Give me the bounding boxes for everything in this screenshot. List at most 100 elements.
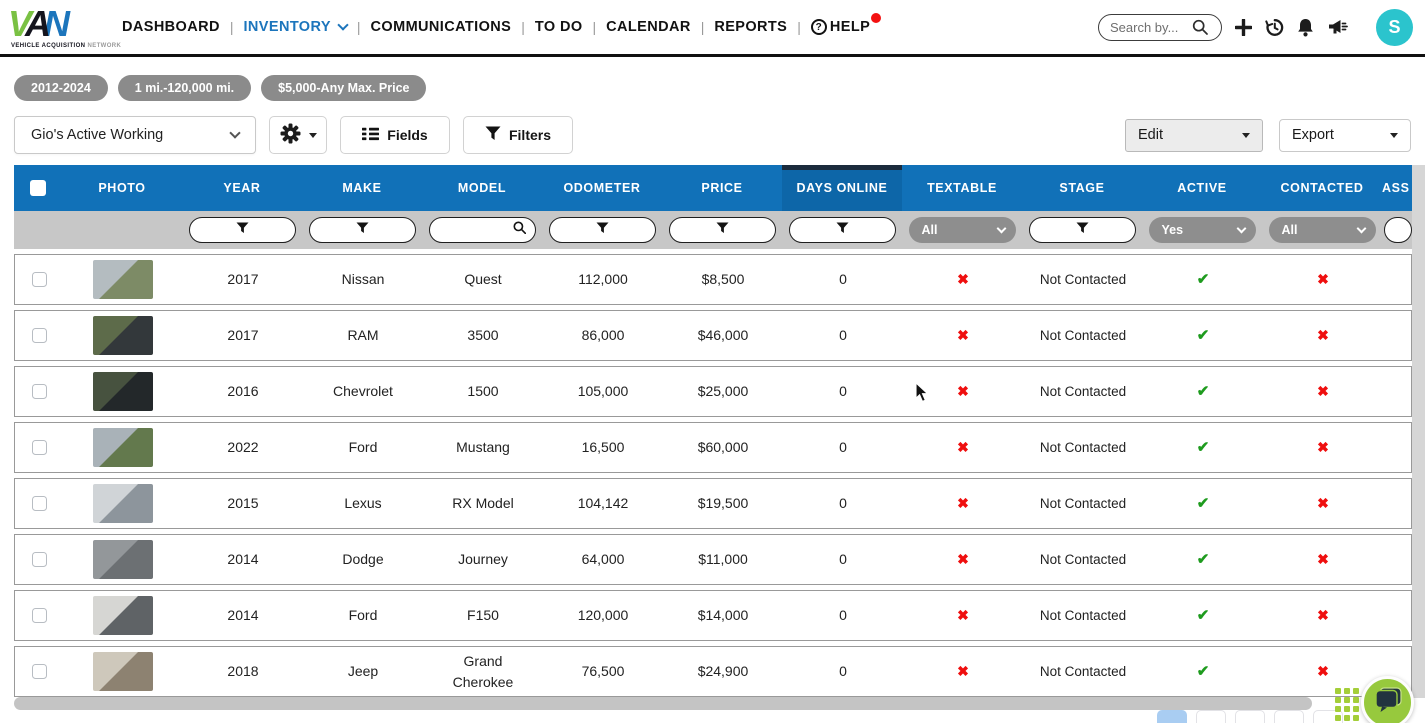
vehicle-photo[interactable] [93, 596, 153, 635]
notifications-bell-icon[interactable] [1297, 18, 1314, 37]
nav-separator: | [700, 19, 705, 35]
filter-select-textable[interactable]: All [908, 217, 1016, 243]
filter-chip-0[interactable]: 2012-2024 [14, 75, 108, 101]
column-header-make[interactable]: MAKE [302, 165, 422, 211]
filter-select-active[interactable]: Yes [1148, 217, 1256, 243]
column-header-active[interactable]: ACTIVE [1142, 165, 1262, 211]
column-header-days_online[interactable]: DAYS ONLINE [782, 165, 902, 211]
history-icon[interactable] [1265, 18, 1284, 37]
nav-item-calendar[interactable]: CALENDAR [606, 19, 691, 35]
table-row[interactable]: 2014 Ford F150 120,000 $14,000 0 ✖ Not Contacte… [14, 590, 1412, 641]
filter-funnel-stage[interactable] [1028, 217, 1136, 243]
search-icon[interactable] [1192, 19, 1208, 35]
user-avatar[interactable]: S [1376, 8, 1413, 46]
cell-assigned [1383, 311, 1413, 360]
nav-item-dashboard[interactable]: DASHBOARD [122, 19, 220, 35]
table-row[interactable]: 2016 Chevrolet 1500 105,000 $25,000 0 ✖ Not Con… [14, 366, 1412, 417]
nav-item-inventory[interactable]: INVENTORY [244, 19, 349, 35]
vehicle-photo[interactable] [93, 540, 153, 579]
export-dropdown[interactable]: Export [1279, 118, 1411, 152]
page-button-3[interactable] [1235, 710, 1265, 723]
filter-search-model[interactable] [428, 217, 536, 243]
nav-item-reports[interactable]: REPORTS [714, 19, 787, 35]
vertical-scrollbar-track[interactable] [1412, 165, 1425, 698]
column-header-select[interactable] [14, 165, 62, 211]
cell-value-odometer: 64,000 [581, 551, 625, 568]
cell-days_online: 0 [783, 535, 903, 584]
filter-funnel-odometer[interactable] [548, 217, 656, 243]
vehicle-photo[interactable] [93, 484, 153, 523]
nav-item-help[interactable]: ? HELP [810, 13, 882, 35]
global-search[interactable] [1098, 13, 1222, 41]
column-header-contacted[interactable]: CONTACTED [1262, 165, 1382, 211]
green-dot [1335, 706, 1341, 712]
cell-value-year: 2015 [227, 495, 259, 512]
row-checkbox[interactable] [31, 664, 47, 679]
column-header-year[interactable]: YEAR [182, 165, 302, 211]
filters-button[interactable]: Filters [463, 116, 573, 154]
table-row[interactable]: 2018 Jeep Grand Cherokee 76,500 $24,900 0 ✖ Not… [14, 646, 1412, 697]
filter-funnel-price[interactable] [668, 217, 776, 243]
vehicle-photo[interactable] [93, 428, 153, 467]
row-checkbox[interactable] [31, 496, 47, 511]
row-checkbox[interactable] [31, 272, 47, 287]
row-checkbox[interactable] [31, 552, 47, 567]
cell-make: Ford [303, 423, 423, 472]
column-header-odometer[interactable]: ODOMETER [542, 165, 662, 211]
filter-chip-2[interactable]: $5,000-Any Max. Price [261, 75, 427, 101]
nav-item-todo[interactable]: TO DO [535, 19, 583, 35]
cell-textable: ✖ [903, 423, 1023, 472]
saved-view-select[interactable]: Gio's Active Working [14, 116, 256, 154]
nav-item-label: HELP [829, 19, 871, 35]
vehicle-photo[interactable] [93, 372, 153, 411]
cell-value-days_online: 0 [839, 551, 847, 568]
x-icon: ✖ [1317, 327, 1329, 344]
nav-separator: | [356, 19, 361, 35]
row-checkbox[interactable] [31, 608, 47, 623]
van-logo[interactable]: V A N VEHICLE ACQUISITION NETWORK [8, 5, 121, 49]
page-button-1[interactable] [1157, 710, 1187, 723]
select-all-checkbox[interactable] [30, 180, 46, 196]
filter-funnel-year[interactable] [188, 217, 296, 243]
vehicle-photo[interactable] [93, 652, 153, 691]
row-checkbox[interactable] [31, 384, 47, 399]
filter-select-contacted[interactable]: All [1268, 217, 1376, 243]
nav-menu: DASHBOARD | INVENTORY | COMMUNICATIONS | TO DO… [122, 13, 882, 35]
announcements-megaphone-icon[interactable] [1327, 18, 1349, 36]
cell-odometer: 104,142 [543, 479, 663, 528]
cell-days_online: 0 [783, 479, 903, 528]
cell-year: 2022 [183, 423, 303, 472]
filter-funnel-days_online[interactable] [788, 217, 896, 243]
filter-funnel-assigned[interactable] [1384, 217, 1412, 243]
vehicle-photo[interactable] [93, 260, 153, 299]
table-row[interactable]: 2014 Dodge Journey 64,000 $11,000 0 ✖ Not Conta… [14, 534, 1412, 585]
nav-item-communications[interactable]: COMMUNICATIONS [371, 19, 512, 35]
chat-widget-button[interactable] [1361, 676, 1414, 723]
column-header-textable[interactable]: TEXTABLE [902, 165, 1022, 211]
table-row[interactable]: 2017 Nissan Quest 112,000 $8,500 0 ✖ Not Contac… [14, 254, 1412, 305]
cell-value-make: Ford [348, 607, 378, 624]
drag-handle-dots[interactable] [1335, 688, 1359, 723]
fields-button[interactable]: Fields [340, 116, 450, 154]
settings-gear-button[interactable] [269, 116, 327, 154]
filter-funnel-make[interactable] [308, 217, 416, 243]
edit-dropdown[interactable]: Edit [1125, 118, 1263, 152]
column-header-photo[interactable]: PHOTO [62, 165, 182, 211]
row-checkbox[interactable] [31, 440, 47, 455]
table-row[interactable]: 2022 Ford Mustang 16,500 $60,000 0 ✖ Not Contac… [14, 422, 1412, 473]
page-button-4[interactable] [1274, 710, 1304, 723]
column-header-assigned[interactable]: ASS [1382, 165, 1412, 211]
table-row[interactable]: 2017 RAM 3500 86,000 $46,000 0 ✖ Not Contacted ✔… [14, 310, 1412, 361]
filter-chip-1[interactable]: 1 mi.-120,000 mi. [117, 75, 252, 101]
table-row[interactable]: 2015 Lexus RX Model 104,142 $19,500 0 ✖ Not Con… [14, 478, 1412, 529]
search-input[interactable] [1110, 19, 1188, 35]
vehicle-photo[interactable] [93, 316, 153, 355]
column-header-stage[interactable]: STAGE [1022, 165, 1142, 211]
x-icon: ✖ [1317, 551, 1329, 568]
row-checkbox[interactable] [31, 328, 47, 343]
column-header-price[interactable]: PRICE [662, 165, 782, 211]
page-button-2[interactable] [1196, 710, 1226, 723]
add-icon[interactable] [1235, 18, 1252, 36]
column-header-model[interactable]: MODEL [422, 165, 542, 211]
horizontal-scrollbar-thumb[interactable] [14, 697, 1312, 710]
